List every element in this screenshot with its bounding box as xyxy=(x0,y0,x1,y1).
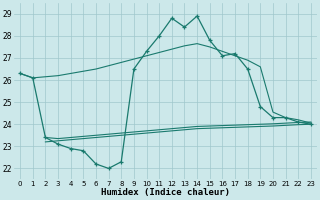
X-axis label: Humidex (Indice chaleur): Humidex (Indice chaleur) xyxy=(101,188,230,197)
